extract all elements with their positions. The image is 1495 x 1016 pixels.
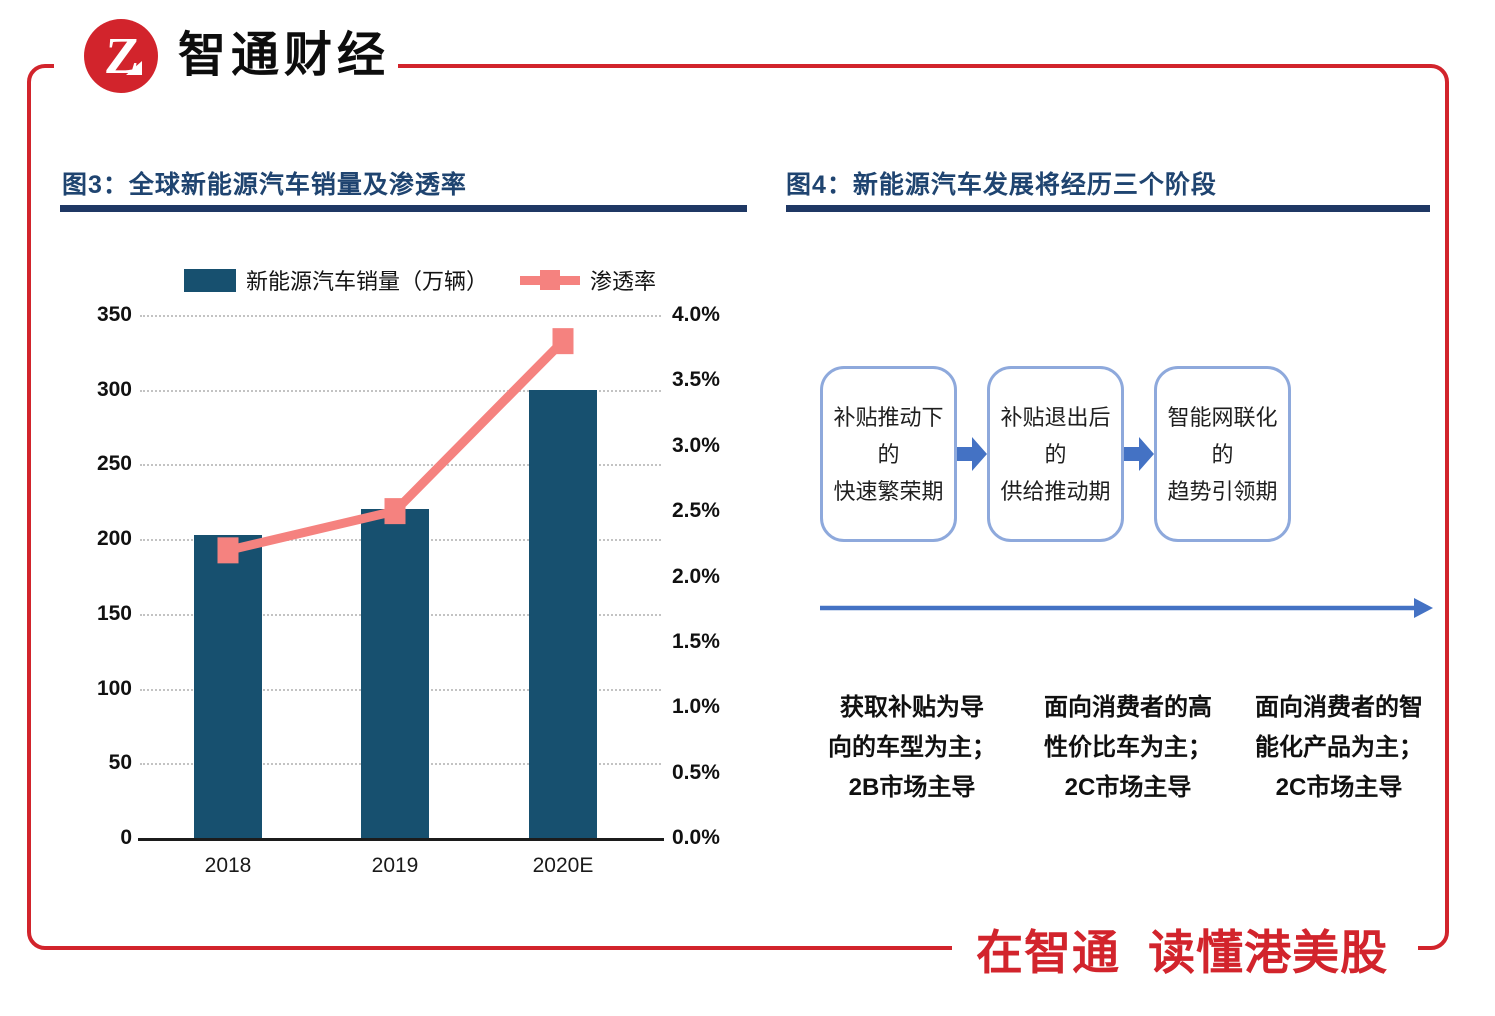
figure4-title-rule: [786, 205, 1430, 212]
bar-series-label: 新能源汽车销量（万辆）: [245, 269, 488, 294]
x-axis-tick: 2020E: [532, 854, 594, 877]
line-data-marker: [384, 498, 406, 525]
stage-note: 面向消费者的智 能化产品为主； 2C市场主导: [1255, 694, 1423, 801]
y-axis-tick-left: 150: [96, 601, 132, 625]
brand-logo: Z 智通财经: [82, 16, 390, 96]
y-axis-tick-left: 0: [120, 826, 132, 849]
y-axis-tick-left: 50: [108, 751, 132, 775]
y-axis-tick-right: 2.5%: [672, 499, 720, 523]
line-data-marker: [552, 328, 574, 355]
penetration-line-series: [217, 328, 574, 564]
brand-name: 智通财经: [178, 29, 391, 82]
stage-box: 补贴退出后的 供给推动期: [987, 366, 1124, 542]
gridline: [140, 389, 661, 392]
stage-box: 补贴推动下的 快速繁荣期: [820, 366, 957, 542]
y-axis-tick-right: 0.0%: [672, 826, 720, 849]
figure4-title: 图4：新能源汽车发展将经历三个阶段: [786, 170, 1217, 199]
stage-note: 面向消费者的高 性价比车为主； 2C市场主导: [1044, 694, 1212, 801]
arrowhead-icon: [1414, 598, 1433, 618]
y-axis-tick-right: 3.5%: [672, 368, 720, 392]
nev-sales-penetration-chart: 新能源汽车销量（万辆） 渗透率 350 300 250 200 150 100 50 0 4.0…: [60, 240, 760, 910]
y-axis-tick-right: 2.0%: [672, 564, 720, 588]
y-axis-tick-right: 0.5%: [672, 760, 720, 784]
stage-box: 智能网联化的 趋势引领期: [1154, 366, 1291, 542]
line-series-marker: [540, 269, 560, 290]
stage-arrow-icon: [957, 436, 987, 472]
sales-bar: [361, 509, 429, 838]
figure3-title-rule: [60, 205, 747, 212]
chart-legend: 新能源汽车销量（万辆） 渗透率: [140, 260, 700, 300]
x-axis-tick: 2019: [371, 854, 419, 877]
line-series-swatch: [520, 269, 580, 290]
line-series-label: 渗透率: [590, 269, 657, 294]
line-data-marker: [217, 537, 239, 564]
y-axis-tick-left: 250: [96, 452, 132, 476]
frame-gap-slogan: [952, 936, 1418, 954]
gridline: [140, 315, 661, 317]
stage-note: 获取补贴为导 向的车型为主； 2B市场主导: [828, 694, 996, 801]
bar-series-swatch: [183, 268, 236, 292]
y-axis-tick-right: 4.0%: [672, 303, 720, 326]
zhitong-logo-icon: Z: [84, 19, 158, 93]
svg-text:Z: Z: [103, 28, 142, 85]
y-axis-tick-left: 100: [96, 676, 132, 700]
y-axis-tick-left: 350: [96, 303, 132, 326]
figure3-title: 图3：全球新能源汽车销量及渗透率: [62, 170, 467, 199]
y-axis-tick-left: 300: [96, 377, 132, 401]
development-stages-row: 补贴推动下的 快速繁荣期 补贴退出后的 供给推动期 智能网联化的 趋势引领期: [820, 366, 1291, 542]
x-axis-line: [138, 838, 664, 841]
sales-bar: [194, 534, 262, 838]
timeline-arrow: [818, 590, 1436, 626]
y-axis-tick-right: 1.0%: [672, 695, 720, 719]
y-axis-tick-right: 1.5%: [672, 629, 720, 653]
x-axis-tick: 2018: [204, 854, 252, 877]
y-axis-tick-right: 3.0%: [672, 433, 720, 457]
red-border-frame: [27, 64, 1449, 950]
brand-slogan: 在智通 读懂港美股: [976, 926, 1389, 979]
stage-arrow-icon: [1124, 436, 1154, 472]
y-axis-tick-left: 200: [96, 527, 132, 551]
sales-bar: [529, 389, 597, 838]
gridline: [140, 464, 661, 467]
